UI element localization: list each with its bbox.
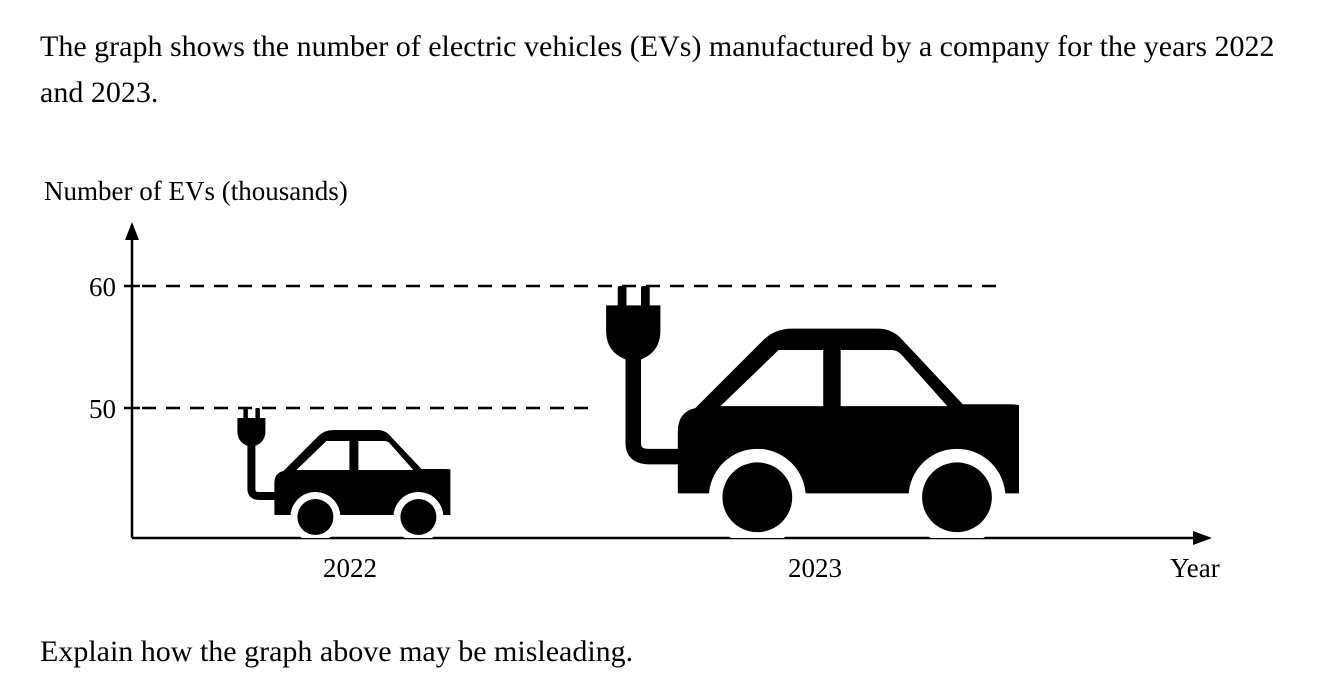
- x-tick-label-2023: 2023: [788, 553, 842, 583]
- ev-pictogram-2022: [237, 408, 465, 542]
- y-axis-label: Number of EVs (thousands): [44, 176, 348, 206]
- x-tick-label-2022: 2022: [323, 553, 377, 583]
- ev-pictogram-2023: [606, 286, 1048, 546]
- x-axis-label: Year: [1170, 553, 1220, 583]
- intro-text: The graph shows the number of electric v…: [40, 30, 1275, 109]
- question-text: Explain how the graph above may be misle…: [40, 635, 634, 668]
- y-tick-label-60: 60: [89, 272, 116, 302]
- y-tick-label-50: 50: [89, 394, 116, 424]
- ev-pictogram-chart: Number of EVs (thousands) Year 50 60 2022…: [44, 176, 1220, 583]
- y-axis: [125, 222, 139, 538]
- x-axis: [132, 531, 1212, 545]
